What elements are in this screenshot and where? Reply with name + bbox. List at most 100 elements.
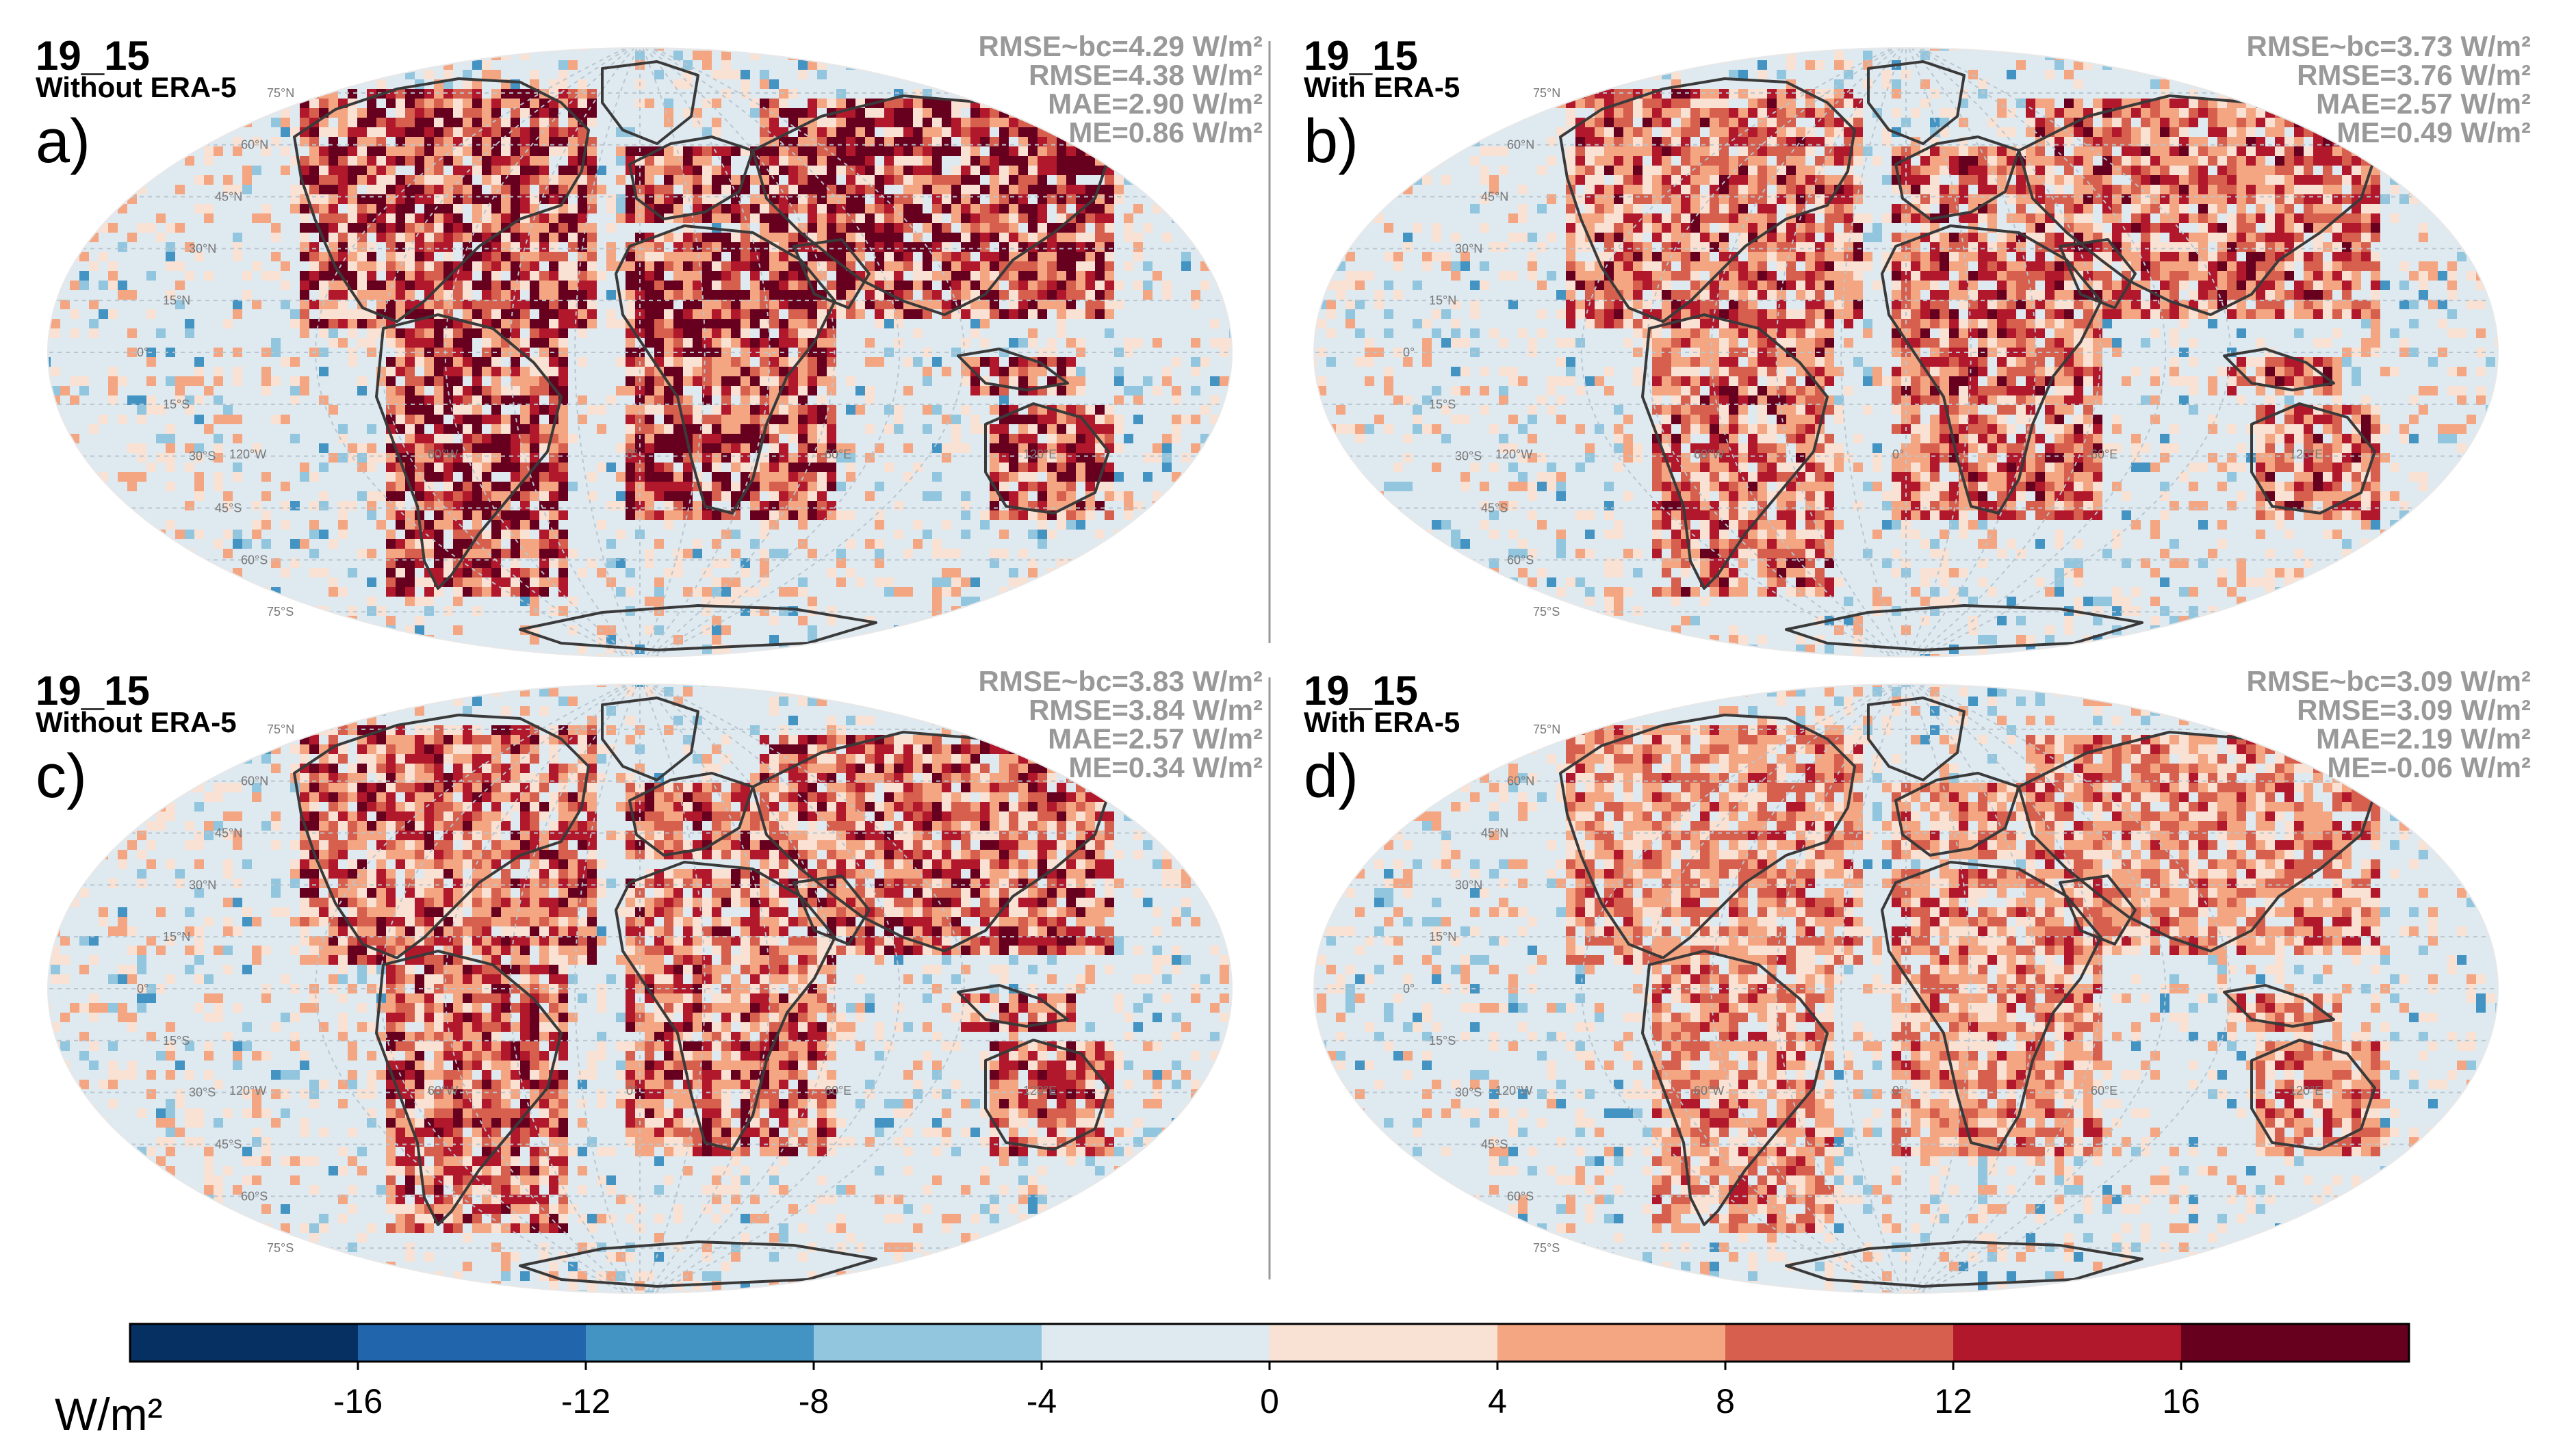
lat-label: 30°N <box>189 242 216 255</box>
panel-stat: ME=0.34 W/m² <box>1068 751 1263 783</box>
lon-label: 60°E <box>2091 1084 2117 1097</box>
lon-label: 60°W <box>1694 1084 1724 1097</box>
lat-label: 45°S <box>1481 502 1508 515</box>
lat-label: 60°S <box>1507 553 1534 567</box>
lon-label: 60°W <box>1694 447 1724 461</box>
panel-subtitle: With ERA-5 <box>1304 71 1460 103</box>
lon-label: 0° <box>1892 1084 1904 1097</box>
lat-label: 45°N <box>1481 190 1508 204</box>
panel-stat: MAE=2.19 W/m² <box>2316 723 2531 755</box>
map-panel-c: 75°N60°N45°N30°N15°N0°15°S30°S45°S60°S75… <box>36 665 1263 1300</box>
lat-label: 30°S <box>1455 1086 1482 1100</box>
colorbar-bin <box>814 1324 1042 1362</box>
panel-subtitle: With ERA-5 <box>1304 706 1460 738</box>
map-field <box>41 41 1239 664</box>
map-field <box>1307 677 2505 1300</box>
colorbar-tick-label: 16 <box>2162 1382 2200 1420</box>
lat-label: 15°S <box>1429 398 1456 411</box>
lon-label: 60°E <box>2091 447 2117 461</box>
lat-label: 15°S <box>163 1034 190 1048</box>
panel-stat: MAE=2.57 W/m² <box>1048 723 1263 755</box>
lon-label: 120°W <box>1495 447 1532 461</box>
lon-label: 120°W <box>229 1084 266 1097</box>
colorbar-tick-label: -12 <box>561 1382 610 1420</box>
lat-label: 30°N <box>189 878 216 892</box>
lat-label: 75°N <box>1533 723 1560 736</box>
colorbar-bin <box>1953 1324 2181 1362</box>
colorbar-bin <box>1270 1324 1497 1362</box>
panel-stat: RMSE=4.38 W/m² <box>1029 59 1263 91</box>
colorbar-tick-label: 12 <box>1934 1382 1972 1420</box>
lon-label: 120°W <box>1495 1084 1532 1097</box>
colorbar-bin <box>1042 1324 1270 1362</box>
lon-label: 120°E <box>1023 447 1057 461</box>
panel-stat: RMSE~bc=3.73 W/m² <box>2247 30 2531 62</box>
panel-stat: RMSE=3.09 W/m² <box>2297 694 2531 726</box>
lat-label: 0° <box>137 346 149 359</box>
lon-label: 120°E <box>2289 1084 2323 1097</box>
lat-label: 0° <box>1403 982 1415 996</box>
colorbar-tick-label: 4 <box>1488 1382 1507 1420</box>
lat-label: 45°N <box>1481 827 1508 840</box>
lon-label: 60°E <box>825 447 851 461</box>
panel-stat: ME=0.86 W/m² <box>1068 116 1263 148</box>
panel-stat: RMSE=3.84 W/m² <box>1029 694 1263 726</box>
colorbar-bin <box>586 1324 814 1362</box>
colorbar-tick-label: -4 <box>1027 1382 1057 1420</box>
lat-label: 75°S <box>267 605 294 619</box>
panel-subtitle: Without ERA-5 <box>36 706 237 738</box>
lat-label: 0° <box>1403 346 1415 359</box>
lat-label: 75°N <box>267 723 294 736</box>
lon-label: 120°E <box>1023 1084 1057 1097</box>
lat-label: 60°S <box>241 553 268 567</box>
map-field <box>1307 41 2505 664</box>
panel-stat: RMSE~bc=3.09 W/m² <box>2247 665 2531 697</box>
lat-label: 60°S <box>1507 1189 1534 1203</box>
lat-label: 45°N <box>215 827 242 840</box>
lat-label: 45°N <box>215 190 242 204</box>
lon-label: 120°E <box>2289 447 2323 461</box>
panel-subtitle: Without ERA-5 <box>36 71 237 103</box>
lat-label: 60°N <box>1507 775 1534 788</box>
lon-label: 60°W <box>428 1084 458 1097</box>
panel-letter: c) <box>36 742 87 811</box>
lat-label: 30°N <box>1455 878 1482 892</box>
lat-label: 75°N <box>1533 86 1560 100</box>
panel-stat: MAE=2.90 W/m² <box>1048 88 1263 120</box>
lat-label: 45°S <box>1481 1138 1508 1152</box>
lat-label: 75°N <box>267 86 294 100</box>
lat-label: 60°S <box>241 1189 268 1203</box>
colorbar-tick-label: -16 <box>333 1382 383 1420</box>
colorbar-bin <box>358 1324 586 1362</box>
lat-label: 30°S <box>189 450 216 463</box>
lon-label: 120°W <box>229 447 266 461</box>
lat-label: 15°S <box>1429 1034 1456 1048</box>
colorbar-tick-label: 0 <box>1260 1382 1279 1420</box>
lat-label: 60°N <box>241 775 268 788</box>
map-panel-a: 75°N 60°N 45°N 30°N 15°N 0° 15°S 30°S 45°S 60°S 75… <box>36 30 1263 664</box>
lat-label: 15°S <box>163 398 190 411</box>
lon-label: 0° <box>626 447 638 461</box>
map-panel-b: 75°N60°N45°N30°N15°N0°15°S30°S45°S60°S75… <box>1304 30 2531 664</box>
lat-label: 30°S <box>1455 450 1482 463</box>
panel-letter: a) <box>36 107 90 176</box>
lat-label: 75°S <box>1533 605 1560 619</box>
lat-label: 15°N <box>163 294 190 307</box>
colorbar-unit: W/m² <box>55 1389 163 1440</box>
panels-layer: 75°N 60°N 45°N 30°N 15°N 0° 15°S 30°S 45°S 60°S 75… <box>36 30 2531 1300</box>
panel-letter: b) <box>1304 107 1358 176</box>
map-panel-d: 75°N60°N45°N30°N15°N0°15°S30°S45°S60°S75… <box>1304 665 2531 1300</box>
lat-label: 45°S <box>215 502 242 515</box>
lon-label: 60°E <box>825 1084 851 1097</box>
panel-stat: MAE=2.57 W/m² <box>2316 88 2531 120</box>
lat-label: 75°S <box>267 1241 294 1255</box>
lat-label: 60°N <box>241 138 268 152</box>
panel-stat: ME=-0.06 W/m² <box>2327 751 2531 783</box>
lon-label: 0° <box>1892 447 1904 461</box>
panel-stat: ME=0.49 W/m² <box>2336 116 2531 148</box>
lat-label: 15°N <box>1429 294 1456 307</box>
panel-stat: RMSE~bc=3.83 W/m² <box>979 665 1263 697</box>
